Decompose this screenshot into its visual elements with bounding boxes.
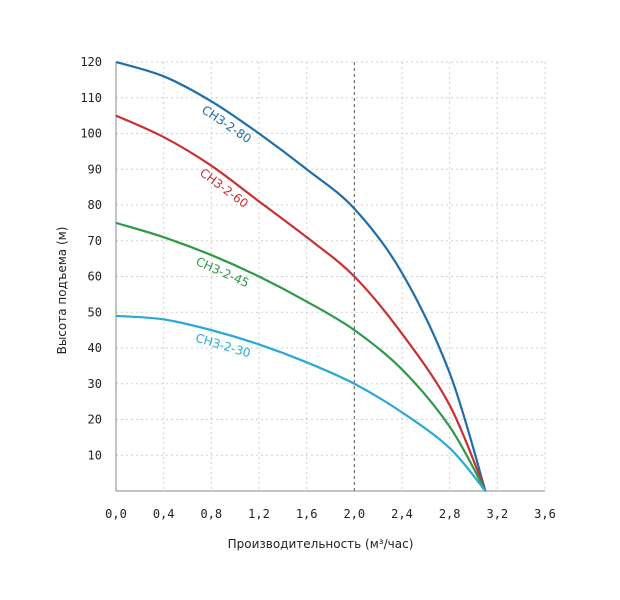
series-line — [115, 314, 487, 492]
y-tick-label: 10 — [88, 448, 102, 462]
y-tick-label: 30 — [88, 377, 102, 391]
y-tick-label: 80 — [88, 198, 102, 212]
x-tick-label: 2,8 — [439, 507, 461, 521]
x-tick-label: 2,0 — [343, 507, 365, 521]
x-axis-title: Производительность (м³/час) — [228, 537, 414, 551]
series-line — [115, 114, 487, 492]
y-axis-title: Высота подъема (м) — [55, 227, 69, 355]
axes — [115, 62, 545, 492]
x-tick-label: 0,0 — [105, 507, 127, 521]
y-tick-label: 110 — [80, 91, 102, 105]
y-tick-label: 90 — [88, 162, 102, 176]
x-tick-label: 3,6 — [534, 507, 556, 521]
x-tick-label: 1,6 — [296, 507, 318, 521]
tick-labels: 10 20 30 40 50 60 70 80 90 100 110 120 0,0 0,4 0,8 1,2 1… — [80, 55, 556, 521]
y-tick-label: 40 — [88, 341, 102, 355]
y-tick-label: 100 — [80, 127, 102, 141]
x-tick-label: 0,4 — [153, 507, 175, 521]
x-tick-label: 3,2 — [486, 507, 508, 521]
grid — [116, 61, 546, 491]
y-tick-label: 50 — [88, 305, 102, 319]
x-tick-label: 0,8 — [200, 507, 222, 521]
x-tick-label: 1,2 — [248, 507, 270, 521]
series-line — [115, 60, 487, 492]
series-line — [115, 221, 487, 492]
series-label: СНЗ-2-30 — [194, 331, 252, 361]
x-tick-label: 2,4 — [391, 507, 413, 521]
y-tick-label: 120 — [80, 55, 102, 69]
y-tick-label: 70 — [88, 234, 102, 248]
series-lines — [115, 60, 487, 492]
y-tick-label: 60 — [88, 270, 102, 284]
y-tick-label: 20 — [88, 413, 102, 427]
